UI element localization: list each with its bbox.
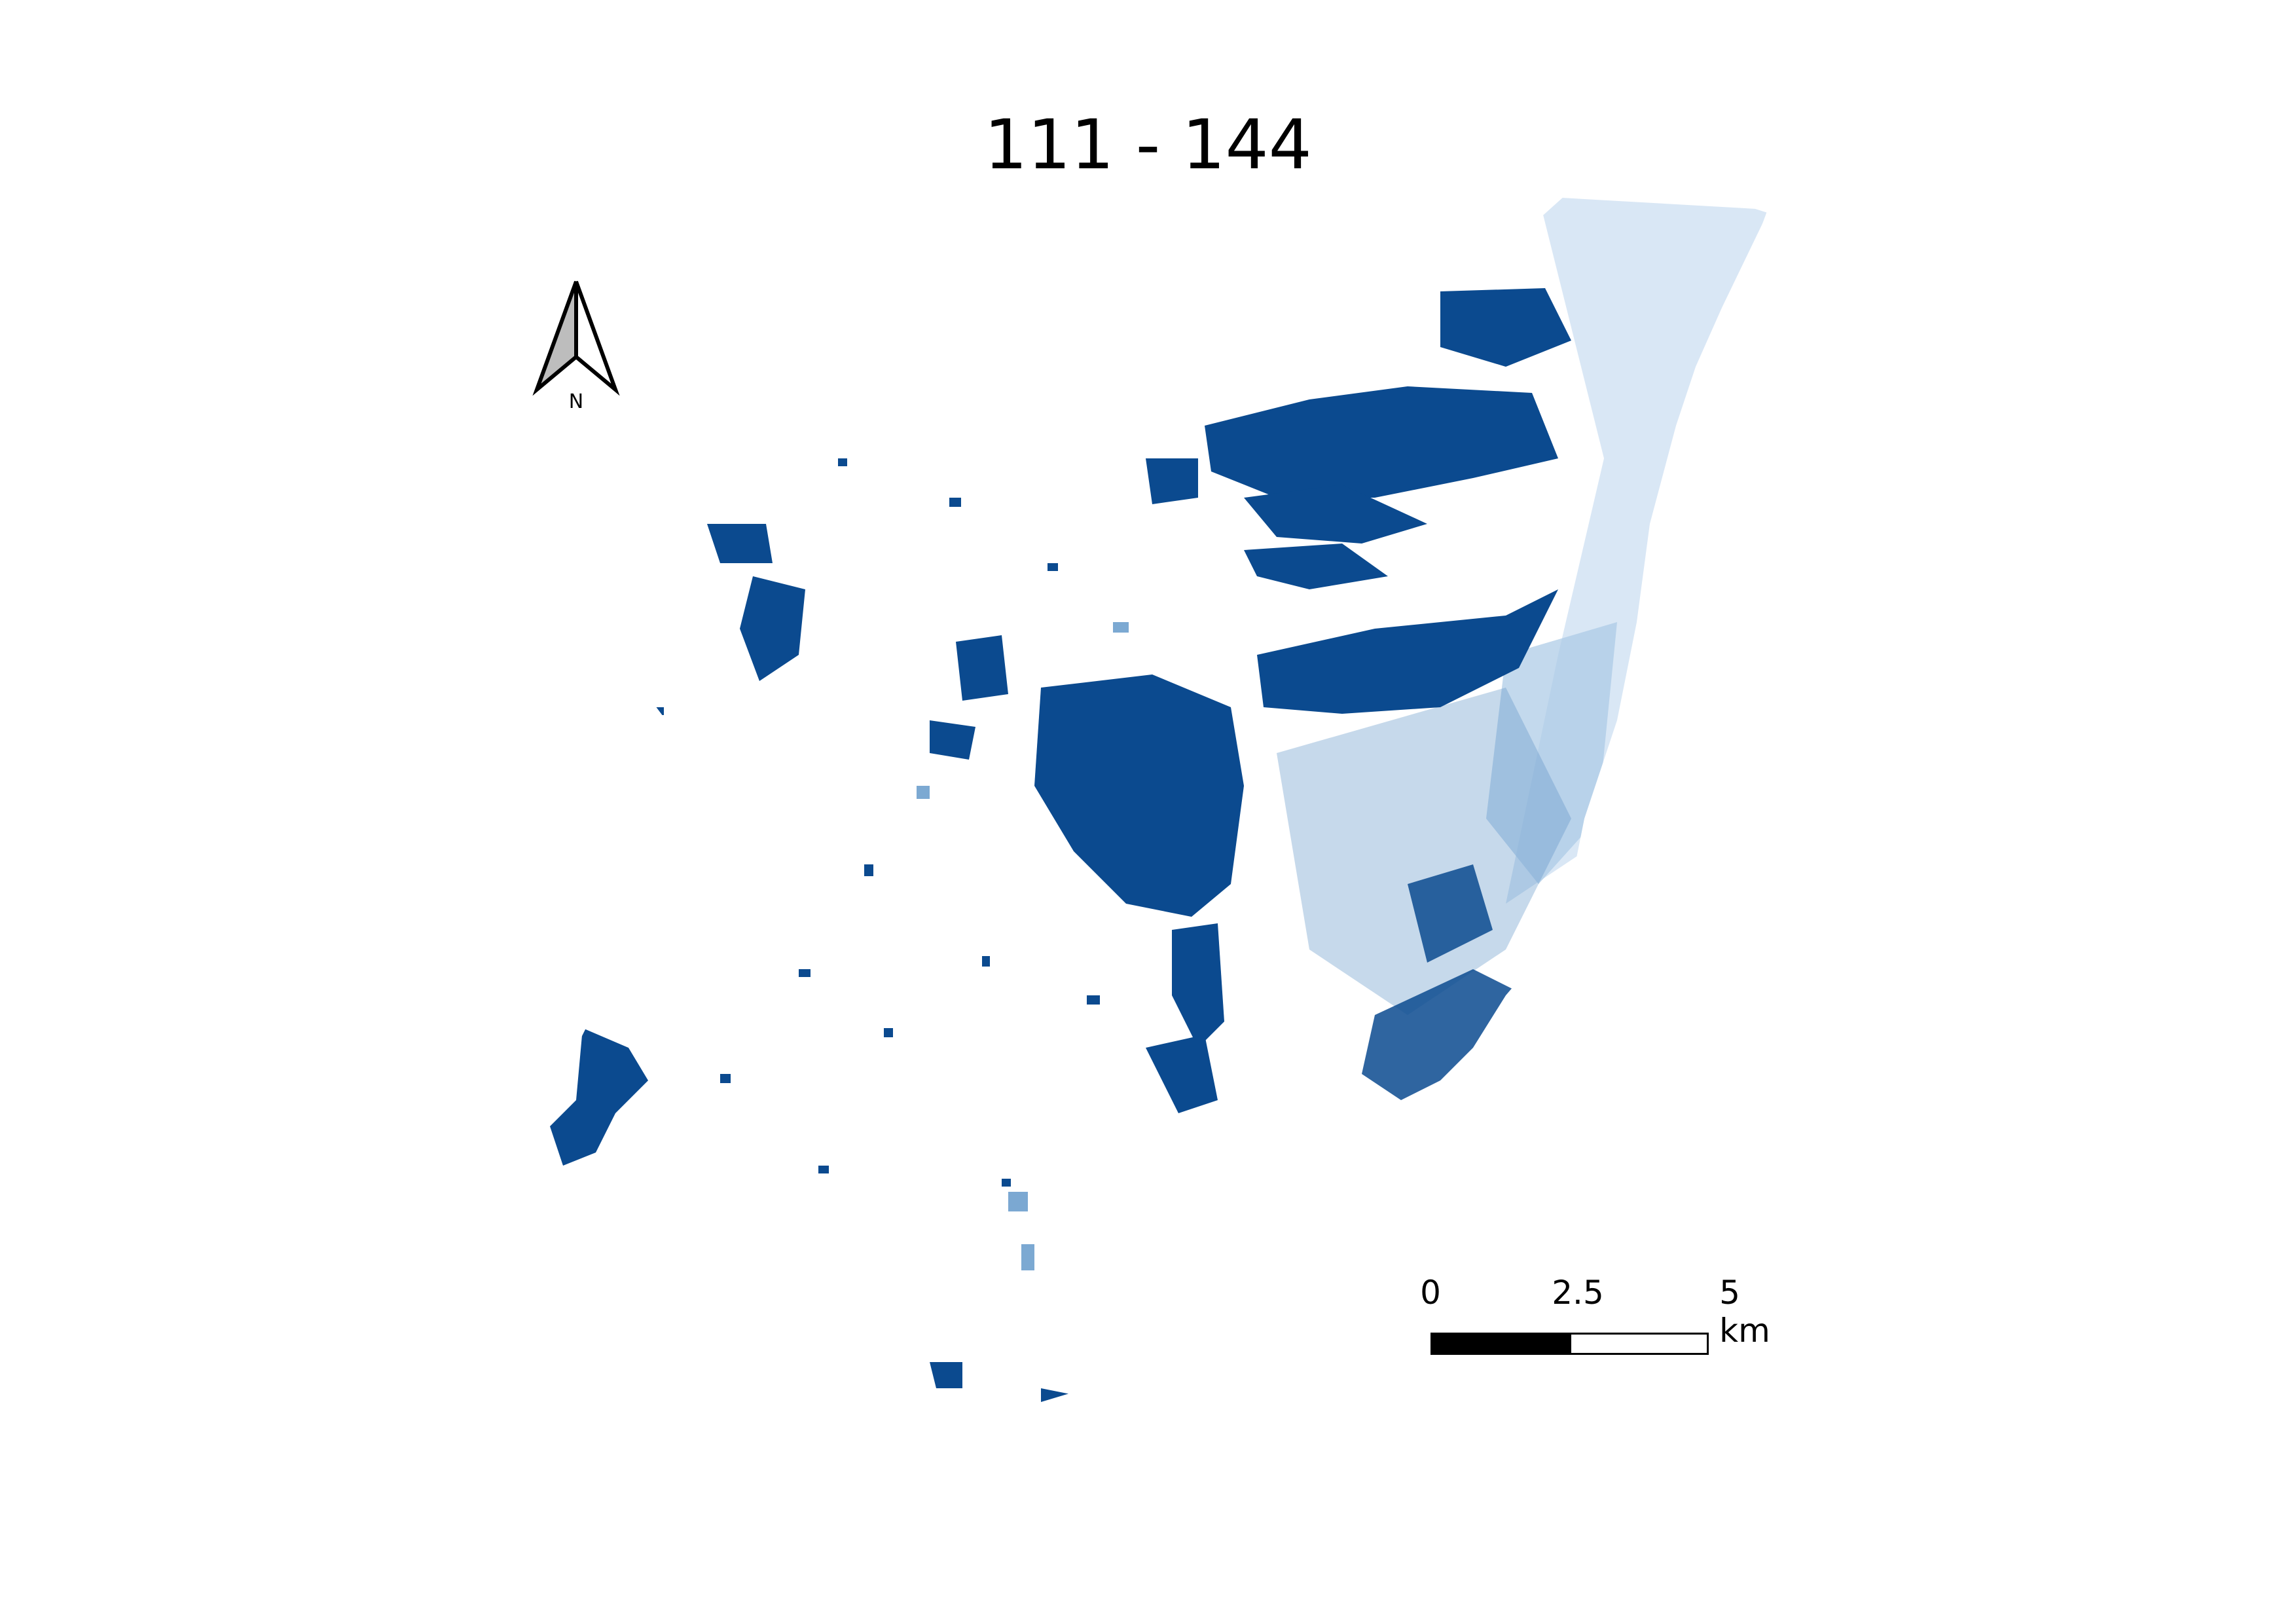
- north-arrow-icon: N: [532, 280, 620, 409]
- study-area: [537, 167, 1768, 1441]
- scale-label-mid: 2.5: [1552, 1274, 1604, 1312]
- north-label: N: [569, 390, 583, 409]
- scale-label-start: 0: [1420, 1274, 1441, 1312]
- scale-bar: 0 2.5 5 km: [1420, 1274, 1791, 1355]
- scale-segment-empty: [1569, 1333, 1709, 1355]
- scale-segment-filled: [1430, 1333, 1571, 1355]
- map-title: 111 - 144: [984, 105, 1312, 185]
- scale-label-end: 5 km: [1719, 1274, 1770, 1350]
